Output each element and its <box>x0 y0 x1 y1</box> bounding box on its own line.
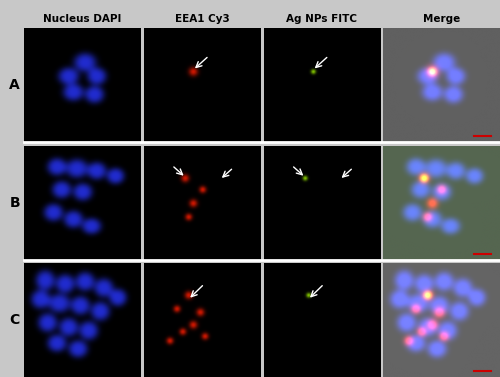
Text: C: C <box>10 313 20 327</box>
Text: Merge: Merge <box>423 14 460 24</box>
Text: B: B <box>10 196 20 210</box>
Text: Nucleus DAPI: Nucleus DAPI <box>43 14 122 24</box>
Text: A: A <box>9 78 20 92</box>
Text: Ag NPs FITC: Ag NPs FITC <box>286 14 358 24</box>
Text: EEA1 Cy3: EEA1 Cy3 <box>175 14 230 24</box>
